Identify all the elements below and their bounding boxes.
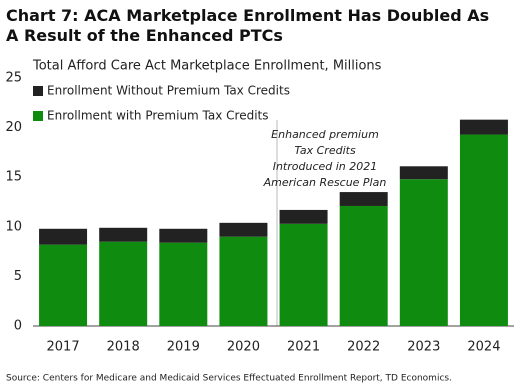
bar-segment [39, 244, 88, 326]
y-tick-label: 0 [14, 319, 22, 334]
bar-segment [339, 192, 388, 206]
bar-segment [339, 205, 388, 326]
x-tick-label: 2023 [407, 340, 440, 355]
annotation: Introduced in 2021 [273, 160, 378, 173]
bar-segment [219, 236, 268, 326]
x-tick-label: 2022 [347, 340, 380, 355]
x-tick-label: 2024 [467, 340, 500, 355]
bar-segment [159, 228, 208, 243]
y-tick-label: 5 [14, 269, 22, 284]
bar-segment [279, 223, 328, 326]
y-tick-label: 15 [5, 170, 22, 185]
bar-segment [459, 134, 508, 326]
bar-segment [219, 222, 268, 237]
subtitle: Total Afford Care Act Marketplace Enroll… [32, 59, 382, 74]
x-tick-label: 2021 [287, 340, 320, 355]
bar-segment [399, 179, 448, 326]
x-tick-label: 2018 [107, 340, 140, 355]
y-tick-label: 20 [5, 120, 22, 135]
annotation: American Rescue Plan [263, 176, 387, 189]
legend-label: Enrollment with Premium Tax Credits [47, 109, 269, 123]
bar-segment [159, 242, 208, 326]
legend-swatch [33, 111, 43, 121]
annotation: Tax Credits [294, 144, 356, 157]
bar-segment [279, 209, 328, 224]
x-tick-label: 2017 [47, 340, 80, 355]
y-tick-label: 10 [5, 219, 22, 234]
chart-title: Chart 7: ACA Marketplace Enrollment Has … [6, 6, 490, 45]
y-tick-label: 25 [5, 71, 22, 86]
bar-segment [459, 119, 508, 135]
source: Source: Centers for Medicare and Medicai… [6, 374, 452, 384]
bar-segment [99, 241, 148, 326]
bar-segment [39, 228, 88, 245]
x-tick-label: 2019 [167, 340, 200, 355]
bar-segment [399, 166, 448, 180]
x-tick-label: 2020 [227, 340, 260, 355]
annotation: Enhanced premium [271, 128, 379, 141]
legend-label: Enrollment Without Premium Tax Credits [47, 84, 290, 98]
legend-swatch [33, 86, 43, 96]
bar-segment [99, 227, 148, 242]
